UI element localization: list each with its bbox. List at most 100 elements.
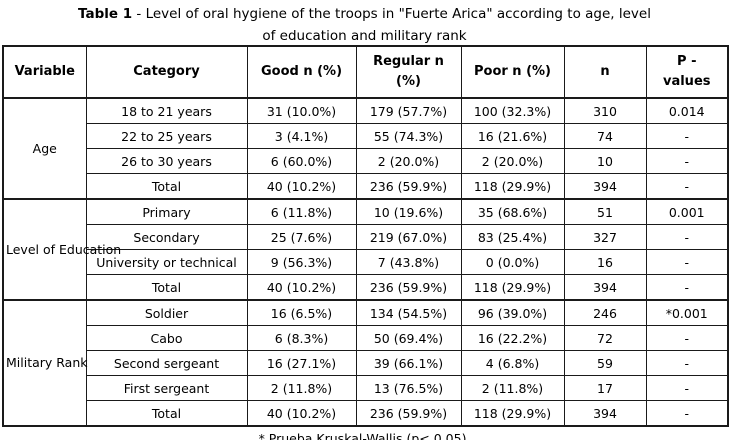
table-row: Level of Education Primary 6 (11.8%) 10 … [2,198,729,301]
n-cell: 16 [563,249,647,275]
n-cell: 394 [563,274,647,301]
n-cell: 327 [563,224,647,250]
n-cell: 246 [563,299,647,326]
poor-cell: 118 (29.9%) [460,173,565,200]
column-header-n: n [563,45,647,99]
poor-cell: 35 (68.6%) [460,198,565,225]
category-cell: 18 to 21 years [85,97,248,124]
column-header-category: Category [85,45,248,99]
table-row: University or technical 9 (56.3%) 7 (43.… [3,249,729,275]
table-row: Cabo 6 (8.3%) 50 (69.4%) 16 (22.2%) 72 - [3,325,729,351]
category-cell: Total [85,400,248,427]
category-cell: Total [85,173,248,200]
table-row: Total 40 (10.2%) 236 (59.9%) 118 (29.9%)… [3,400,729,427]
n-cell: 10 [563,148,647,174]
good-cell: 31 (10.0%) [246,97,357,124]
good-cell: 40 (10.2%) [246,274,357,301]
p-value-cell: - [645,400,729,427]
category-cell: Secondary [85,224,248,250]
n-cell: 17 [563,375,647,401]
poor-cell: 4 (6.8%) [460,350,565,376]
regular-cell: 13 (76.5%) [355,375,462,401]
good-cell: 2 (11.8%) [246,375,357,401]
n-cell: 394 [563,173,647,200]
regular-cell: 236 (59.9%) [355,274,462,301]
category-cell: 22 to 25 years [85,123,248,149]
good-cell: 3 (4.1%) [246,123,357,149]
good-cell: 40 (10.2%) [246,173,357,200]
table-row: Military Rank Soldier 16 (6.5%) 134 (54.… [2,299,729,427]
n-cell: 72 [563,325,647,351]
table-container: Variable Category Good n (%) Regular n (… [2,45,729,440]
column-header-p-values: P - values [645,45,729,99]
p-value-cell: - [645,173,729,200]
regular-cell: 134 (54.5%) [355,299,462,326]
table-row: 26 to 30 years 6 (60.0%) 2 (20.0%) 2 (20… [3,148,729,174]
category-cell: Total [85,274,248,301]
regular-cell: 219 (67.0%) [355,224,462,250]
p-value-cell: *0.001 [645,299,729,326]
n-cell: 51 [563,198,647,225]
table-row: 22 to 25 years 3 (4.1%) 55 (74.3%) 16 (2… [3,123,729,149]
good-cell: 6 (60.0%) [246,148,357,174]
column-header-variable: Variable [2,45,87,99]
poor-cell: 16 (22.2%) [460,325,565,351]
p-value-cell: - [645,375,729,401]
poor-cell: 0 (0.0%) [460,249,565,275]
regular-cell: 179 (57.7%) [355,97,462,124]
table-row: Age 18 to 21 years 31 (10.0%) 179 (57.7%… [2,97,729,200]
poor-cell: 83 (25.4%) [460,224,565,250]
table-row: Second sergeant 16 (27.1%) 39 (66.1%) 4 … [3,350,729,376]
table-footnote: * Prueba Kruskal-Wallis (p< 0,05). [258,431,471,440]
table-caption: Table 1 - Level of oral hygiene of the t… [0,0,729,45]
category-cell: Cabo [85,325,248,351]
p-value-cell: - [645,224,729,250]
p-value-cell: - [645,274,729,301]
oral-hygiene-table: Variable Category Good n (%) Regular n (… [2,45,729,427]
regular-cell: 10 (19.6%) [355,198,462,225]
table-caption-line1-text: - Level of oral hygiene of the troops in… [132,6,651,22]
poor-cell: 100 (32.3%) [460,97,565,124]
good-cell: 6 (8.3%) [246,325,357,351]
table-row: Secondary 25 (7.6%) 219 (67.0%) 83 (25.4… [3,224,729,250]
category-cell: 26 to 30 years [85,148,248,174]
category-cell: First sergeant [85,375,248,401]
variable-cell-age: Age [2,97,87,200]
good-cell: 6 (11.8%) [246,198,357,225]
regular-cell: 7 (43.8%) [355,249,462,275]
poor-cell: 16 (21.6%) [460,123,565,149]
p-value-cell: - [645,123,729,149]
good-cell: 16 (6.5%) [246,299,357,326]
good-cell: 9 (56.3%) [246,249,357,275]
p-value-cell: 0.001 [645,198,729,225]
good-cell: 25 (7.6%) [246,224,357,250]
column-header-poor: Poor n (%) [460,45,565,99]
n-cell: 310 [563,97,647,124]
table-caption-label: Table 1 [78,6,133,22]
table-row: Total 40 (10.2%) 236 (59.9%) 118 (29.9%)… [3,173,729,200]
regular-cell: 236 (59.9%) [355,173,462,200]
category-cell: Soldier [85,299,248,326]
category-cell: University or technical [85,249,248,275]
p-value-cell: 0.014 [645,97,729,124]
n-cell: 59 [563,350,647,376]
n-cell: 74 [563,123,647,149]
p-value-cell: - [645,148,729,174]
regular-cell: 39 (66.1%) [355,350,462,376]
good-cell: 16 (27.1%) [246,350,357,376]
n-cell: 394 [563,400,647,427]
regular-cell: 236 (59.9%) [355,400,462,427]
poor-cell: 118 (29.9%) [460,274,565,301]
category-cell: Primary [85,198,248,225]
header-row: Variable Category Good n (%) Regular n (… [2,45,729,99]
regular-cell: 2 (20.0%) [355,148,462,174]
table-row: First sergeant 2 (11.8%) 13 (76.5%) 2 (1… [3,375,729,401]
variable-cell-education: Level of Education [2,198,121,301]
category-cell: Second sergeant [85,350,248,376]
regular-cell: 50 (69.4%) [355,325,462,351]
poor-cell: 2 (11.8%) [460,375,565,401]
column-header-regular: Regular n (%) [355,45,462,99]
column-header-good: Good n (%) [246,45,357,99]
poor-cell: 96 (39.0%) [460,299,565,326]
